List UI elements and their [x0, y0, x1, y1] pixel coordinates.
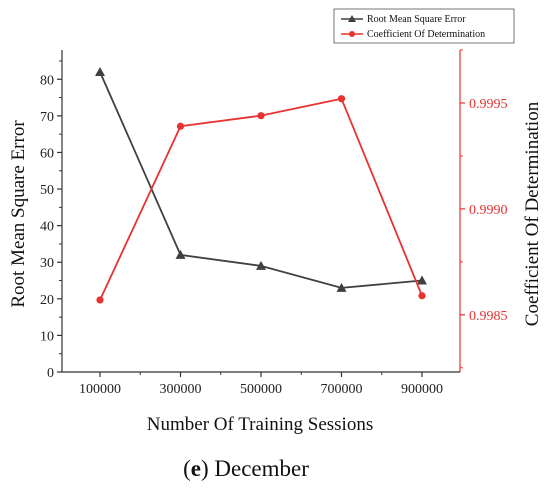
- data-point-circle: [176, 122, 185, 130]
- data-point-circle: [96, 296, 104, 304]
- data-point-triangle: [417, 275, 427, 285]
- x-tick-label: 900000: [401, 382, 443, 397]
- legend-box: [333, 8, 515, 44]
- left-axis-title: Root Mean Square Error: [8, 120, 29, 308]
- data-point-triangle: [256, 260, 266, 270]
- left-tick-label: 10: [40, 329, 54, 344]
- legend: Root Mean Square Error Coefficient Of De…: [333, 8, 515, 44]
- legend-triangle-icon: [348, 15, 356, 22]
- series-layer: [95, 66, 427, 304]
- data-point-circle: [418, 292, 426, 300]
- legend-label-r2: Coefficient Of Determination: [367, 29, 485, 40]
- left-tick-label: 30: [40, 256, 54, 271]
- right-axis: 0.9985 0.9990 0.9995: [459, 49, 508, 372]
- left-tick-label: 20: [40, 293, 54, 308]
- legend-circle-icon: [349, 31, 355, 37]
- legend-label-rmse: Root Mean Square Error: [367, 14, 466, 25]
- x-tick-label: 100000: [79, 382, 121, 397]
- data-point-triangle: [95, 66, 105, 76]
- left-tick-label: 0: [47, 366, 54, 381]
- data-point-triangle: [175, 249, 186, 259]
- right-tick-label: 0.9995: [469, 97, 508, 112]
- x-axis: 100000 300000 500000 700000 900000: [62, 371, 460, 397]
- left-tick-label: 80: [40, 73, 54, 88]
- caption-letter: e: [191, 456, 201, 481]
- left-tick-label: 50: [40, 183, 54, 198]
- caption-text: December: [214, 456, 309, 481]
- data-point-triangle: [336, 282, 347, 292]
- right-tick-label: 0.9985: [469, 309, 508, 324]
- figure-caption: (e) December: [183, 456, 309, 481]
- left-tick-label: 40: [40, 220, 54, 235]
- x-tick-label: 300000: [160, 382, 202, 397]
- data-point-circle: [337, 95, 346, 103]
- right-axis-title: Coefficient Of Determination: [522, 101, 543, 326]
- x-tick-label: 700000: [321, 382, 363, 397]
- left-tick-label: 60: [40, 146, 54, 161]
- left-axis: 0 10 20 30 40 50 60 70 80: [40, 50, 63, 381]
- right-tick-label: 0.9990: [469, 203, 508, 218]
- data-point-circle: [257, 112, 265, 120]
- left-tick-label: 70: [40, 110, 54, 125]
- x-axis-title: Number Of Training Sessions: [147, 414, 373, 435]
- x-tick-label: 500000: [240, 382, 282, 397]
